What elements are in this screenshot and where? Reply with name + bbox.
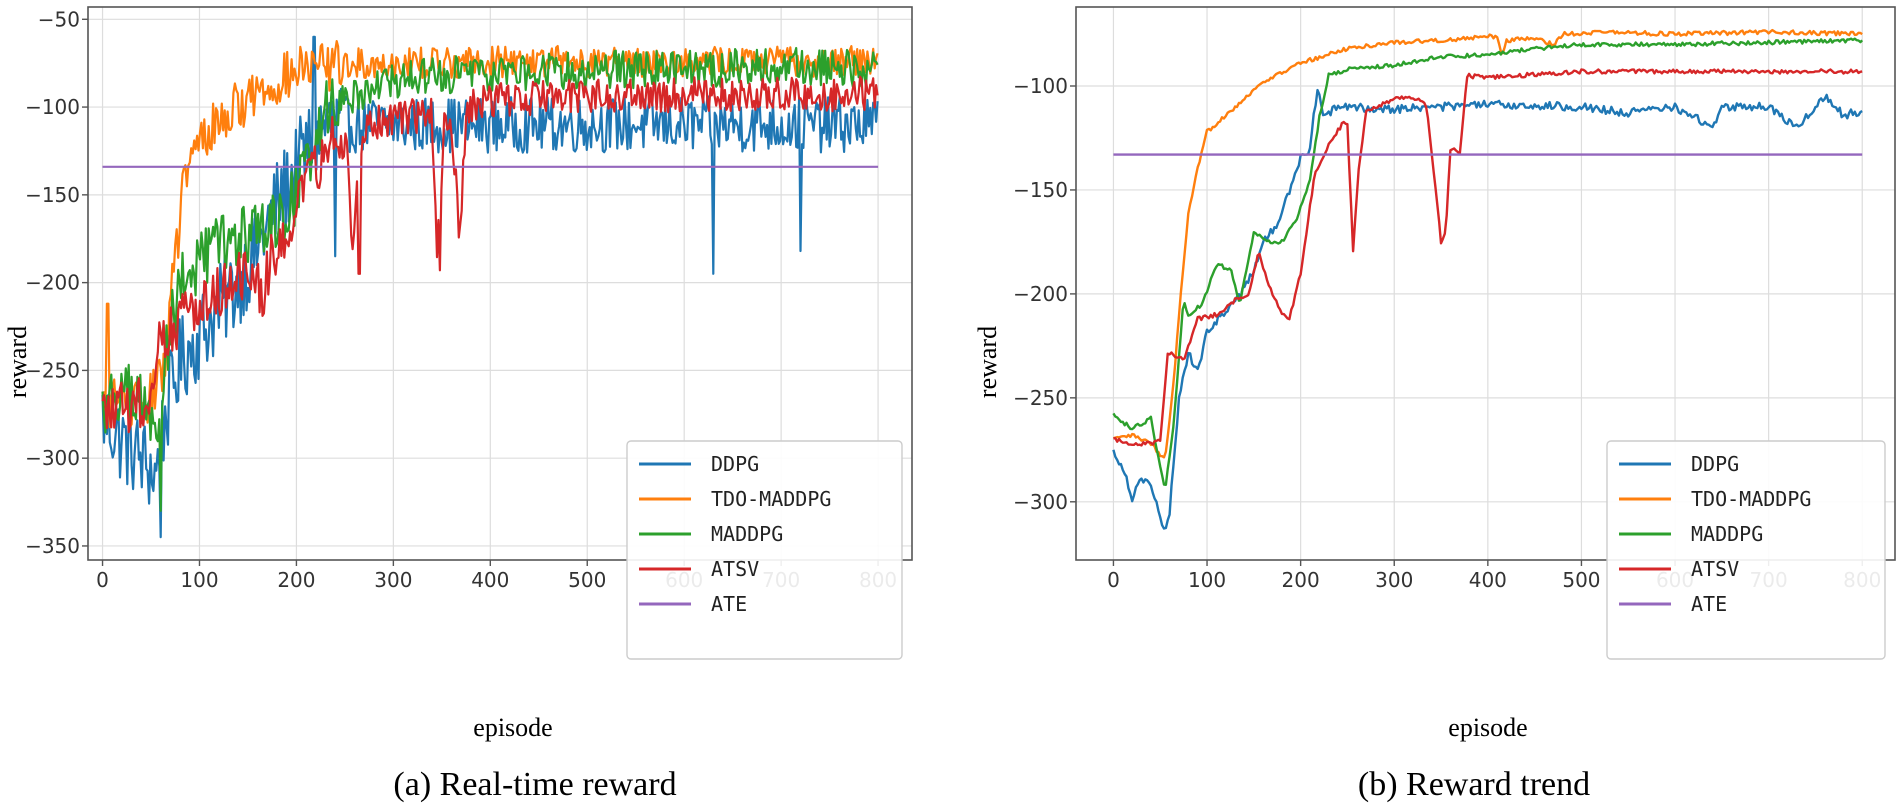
- chart-panel-b: 0100200300400500600700800−300−250−200−15…: [0, 0, 1896, 660]
- y-tick-label: −50: [38, 7, 80, 31]
- series-line-tdo-maddpg: [101, 40, 879, 429]
- x-tick-label: 200: [1282, 568, 1320, 592]
- legend: DDPG TDO-MADDPG MADDPG ATSV ATE: [1606, 440, 1886, 660]
- y-tick-label: −200: [25, 271, 80, 295]
- x-tick-label: 200: [277, 568, 315, 592]
- ylabel-b: reward: [973, 326, 1002, 398]
- legend-label-maddpg: MADDPG: [711, 522, 783, 546]
- y-tick-label: −100: [25, 95, 80, 119]
- x-tick-label: 400: [471, 568, 509, 592]
- legend: DDPG TDO-MADDPG MADDPG ATSV ATE: [626, 440, 903, 660]
- series-line-tdo-maddpg: [1113, 28, 1863, 459]
- panel-a-anchor: [0, 0, 1, 1]
- legend-label-ate: ATE: [711, 592, 747, 616]
- x-tick-label: 0: [96, 568, 109, 592]
- x-tick-label: 100: [180, 568, 218, 592]
- caption-a: (a) Real-time reward: [393, 766, 676, 803]
- legend-box: [626, 440, 903, 660]
- legend-box: [1606, 440, 1886, 660]
- legend-label-ddpg: DDPG: [711, 452, 759, 476]
- ylabel-a: reward: [3, 326, 32, 398]
- x-tick-label: 500: [568, 568, 606, 592]
- x-tick-label: 300: [1375, 568, 1413, 592]
- y-tick-label: −250: [1013, 386, 1068, 410]
- plot-frame: [87, 6, 913, 561]
- x-tick-label: 0: [1107, 568, 1120, 592]
- legend-label-ddpg: DDPG: [1691, 452, 1739, 476]
- y-tick-label: −200: [1013, 282, 1068, 306]
- legend-label-tdo-maddpg: TDO-MADDPG: [1691, 487, 1811, 511]
- y-tick-label: −300: [25, 446, 80, 470]
- legend-label-atsv: ATSV: [711, 557, 759, 581]
- y-tick-label: −350: [25, 534, 80, 558]
- y-tick-label: −300: [1013, 490, 1068, 514]
- xlabel-b: episode: [1448, 713, 1527, 742]
- x-tick-label: 300: [374, 568, 412, 592]
- series-line-atsv: [101, 75, 879, 434]
- panel-b-anchor: [0, 0, 1, 1]
- legend-label-ate: ATE: [1691, 592, 1727, 616]
- series-line-atsv: [1113, 68, 1863, 447]
- legend-label-maddpg: MADDPG: [1691, 522, 1763, 546]
- xlabel-a: episode: [473, 713, 552, 742]
- x-tick-label: 100: [1188, 568, 1226, 592]
- legend-label-tdo-maddpg: TDO-MADDPG: [711, 487, 831, 511]
- x-tick-label: 400: [1469, 568, 1507, 592]
- plot-frame: [1075, 6, 1896, 561]
- y-tick-label: −150: [25, 183, 80, 207]
- chart-panel-a: 0100200300400500600700800−350−300−250−20…: [0, 0, 913, 660]
- y-tick-label: −100: [1013, 74, 1068, 98]
- x-tick-label: 500: [1562, 568, 1600, 592]
- series-line-maddpg: [101, 46, 879, 512]
- y-tick-label: −150: [1013, 178, 1068, 202]
- caption-b: (b) Reward trend: [1358, 766, 1590, 803]
- y-tick-label: −250: [25, 358, 80, 382]
- legend-label-atsv: ATSV: [1691, 557, 1739, 581]
